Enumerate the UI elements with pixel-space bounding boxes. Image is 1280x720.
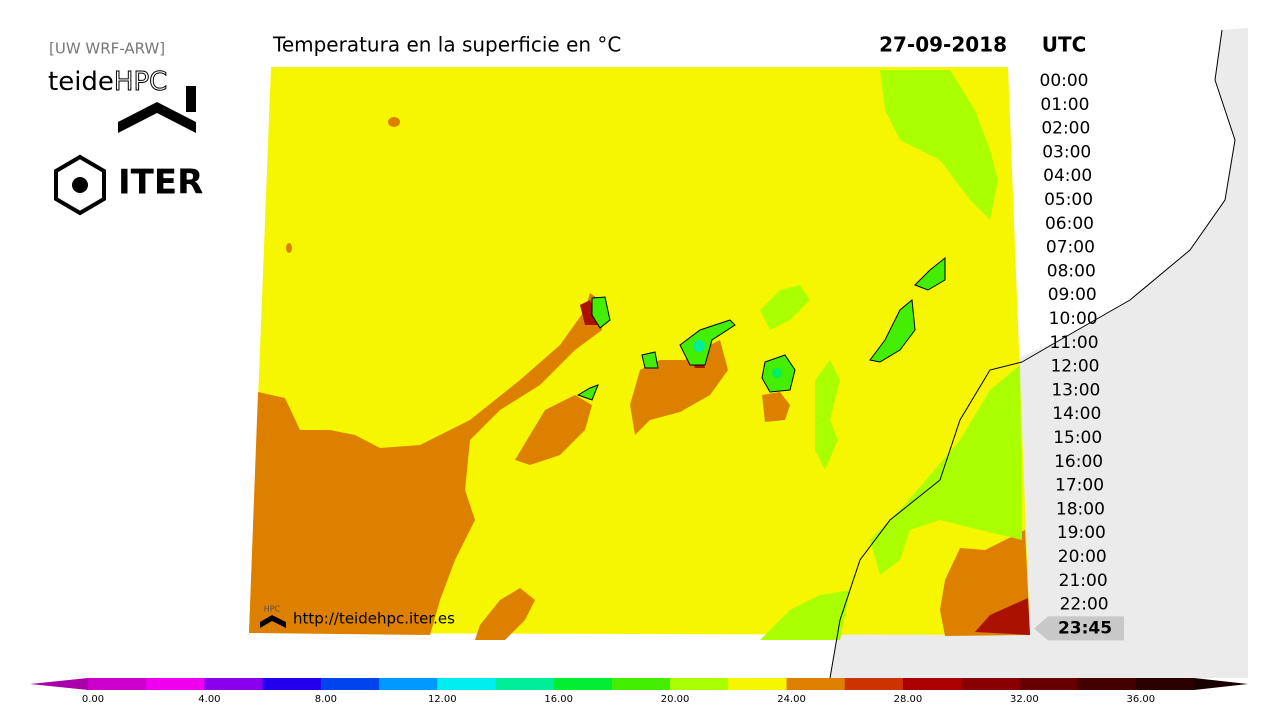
- time-option[interactable]: 17:00: [1055, 476, 1104, 496]
- time-option[interactable]: 21:00: [1059, 571, 1108, 591]
- colorbar-segment: [204, 678, 264, 690]
- colorbar-segment: [262, 678, 322, 690]
- forecast-date: 27-09-2018: [879, 33, 1007, 57]
- time-list: 00:00 01:00 02:00 03:00 04:00 05:00 06:00 07:00…: [1034, 71, 1124, 641]
- colorbar-segment: [1077, 678, 1137, 690]
- colorbar-label: 8.00: [315, 694, 337, 705]
- colorbar-label: 0.00: [82, 694, 104, 705]
- colorbar-under: [30, 678, 88, 690]
- colorbar-segment: [611, 678, 671, 690]
- time-option[interactable]: 04:00: [1043, 166, 1092, 186]
- time-option[interactable]: 05:00: [1044, 190, 1093, 210]
- colorbar-segment: [728, 678, 788, 690]
- time-option[interactable]: 18:00: [1056, 499, 1105, 519]
- site-url[interactable]: http://teidehpc.iter.es: [293, 610, 455, 628]
- time-option[interactable]: 00:00: [1040, 71, 1089, 91]
- temperature-map: [249, 67, 1030, 679]
- footer-logo-text: HPC: [264, 605, 281, 614]
- colorbar-label: 32.00: [1010, 694, 1039, 705]
- colorbar-segment: [844, 678, 904, 690]
- colorbar-segment: [146, 678, 205, 690]
- colorbar-label: 24.00: [777, 694, 806, 705]
- colorbar-segment: [902, 678, 962, 690]
- time-option[interactable]: 07:00: [1046, 238, 1095, 258]
- time-option[interactable]: 13:00: [1051, 380, 1100, 400]
- colorbar-segment: [1019, 678, 1079, 690]
- time-option[interactable]: 02:00: [1041, 119, 1090, 139]
- colorbar-segment: [961, 678, 1020, 690]
- footer-logo: HPC: [260, 605, 286, 628]
- time-option[interactable]: 10:00: [1049, 309, 1098, 329]
- time-option[interactable]: 16:00: [1054, 452, 1103, 472]
- time-option[interactable]: 09:00: [1048, 285, 1097, 305]
- time-option[interactable]: 19:00: [1057, 523, 1106, 543]
- colorbar-segment: [88, 678, 147, 690]
- colorbar-label: 16.00: [544, 694, 573, 705]
- time-option[interactable]: 06:00: [1045, 214, 1094, 234]
- iter-icon: [54, 154, 106, 216]
- time-option[interactable]: 14:00: [1052, 404, 1101, 424]
- current-time[interactable]: 23:45: [1058, 618, 1112, 638]
- colorbar-label: 20.00: [661, 694, 690, 705]
- hpc-chevron: [118, 102, 196, 133]
- colorbar-label: 4.00: [198, 694, 220, 705]
- colorbar-segment: [379, 678, 438, 690]
- time-option[interactable]: 08:00: [1047, 261, 1096, 281]
- colorbar-segment: [670, 678, 729, 690]
- timezone: UTC: [1042, 33, 1087, 57]
- coastline: [1021, 29, 1236, 363]
- teide-logo: teideHPC: [48, 67, 167, 97]
- model-label: [UW WRF-ARW]: [49, 40, 165, 58]
- time-option[interactable]: 01:00: [1040, 95, 1089, 115]
- colorbar-segment: [495, 678, 555, 690]
- colorbar-label: 28.00: [894, 694, 923, 705]
- time-option[interactable]: 11:00: [1050, 333, 1099, 353]
- colorbar-segment: [320, 678, 380, 690]
- colorbar-segment: [786, 678, 846, 690]
- colorbar-segment: [553, 678, 613, 690]
- colorbar-segment: [1135, 678, 1195, 690]
- colorbar-label: 12.00: [428, 694, 457, 705]
- colorbar-label: 36.00: [1126, 694, 1155, 705]
- colorbar-over: [1194, 678, 1248, 690]
- hpc-bar: [186, 86, 196, 112]
- colorbar: 0.00 4.00 8.00 12.00 16.00 20.00 24.00 28.00 32.…: [30, 678, 1248, 705]
- time-option[interactable]: 22:00: [1060, 595, 1109, 615]
- current-time-marker: [1034, 616, 1124, 641]
- time-option[interactable]: 12:00: [1050, 357, 1099, 377]
- colorbar-segment: [437, 678, 496, 690]
- time-option[interactable]: 03:00: [1042, 142, 1091, 162]
- iter-logo: ITER: [118, 163, 203, 203]
- time-option[interactable]: 20:00: [1058, 547, 1107, 567]
- map-title: Temperatura en la superficie en °C: [272, 33, 621, 57]
- time-option[interactable]: 15:00: [1053, 428, 1102, 448]
